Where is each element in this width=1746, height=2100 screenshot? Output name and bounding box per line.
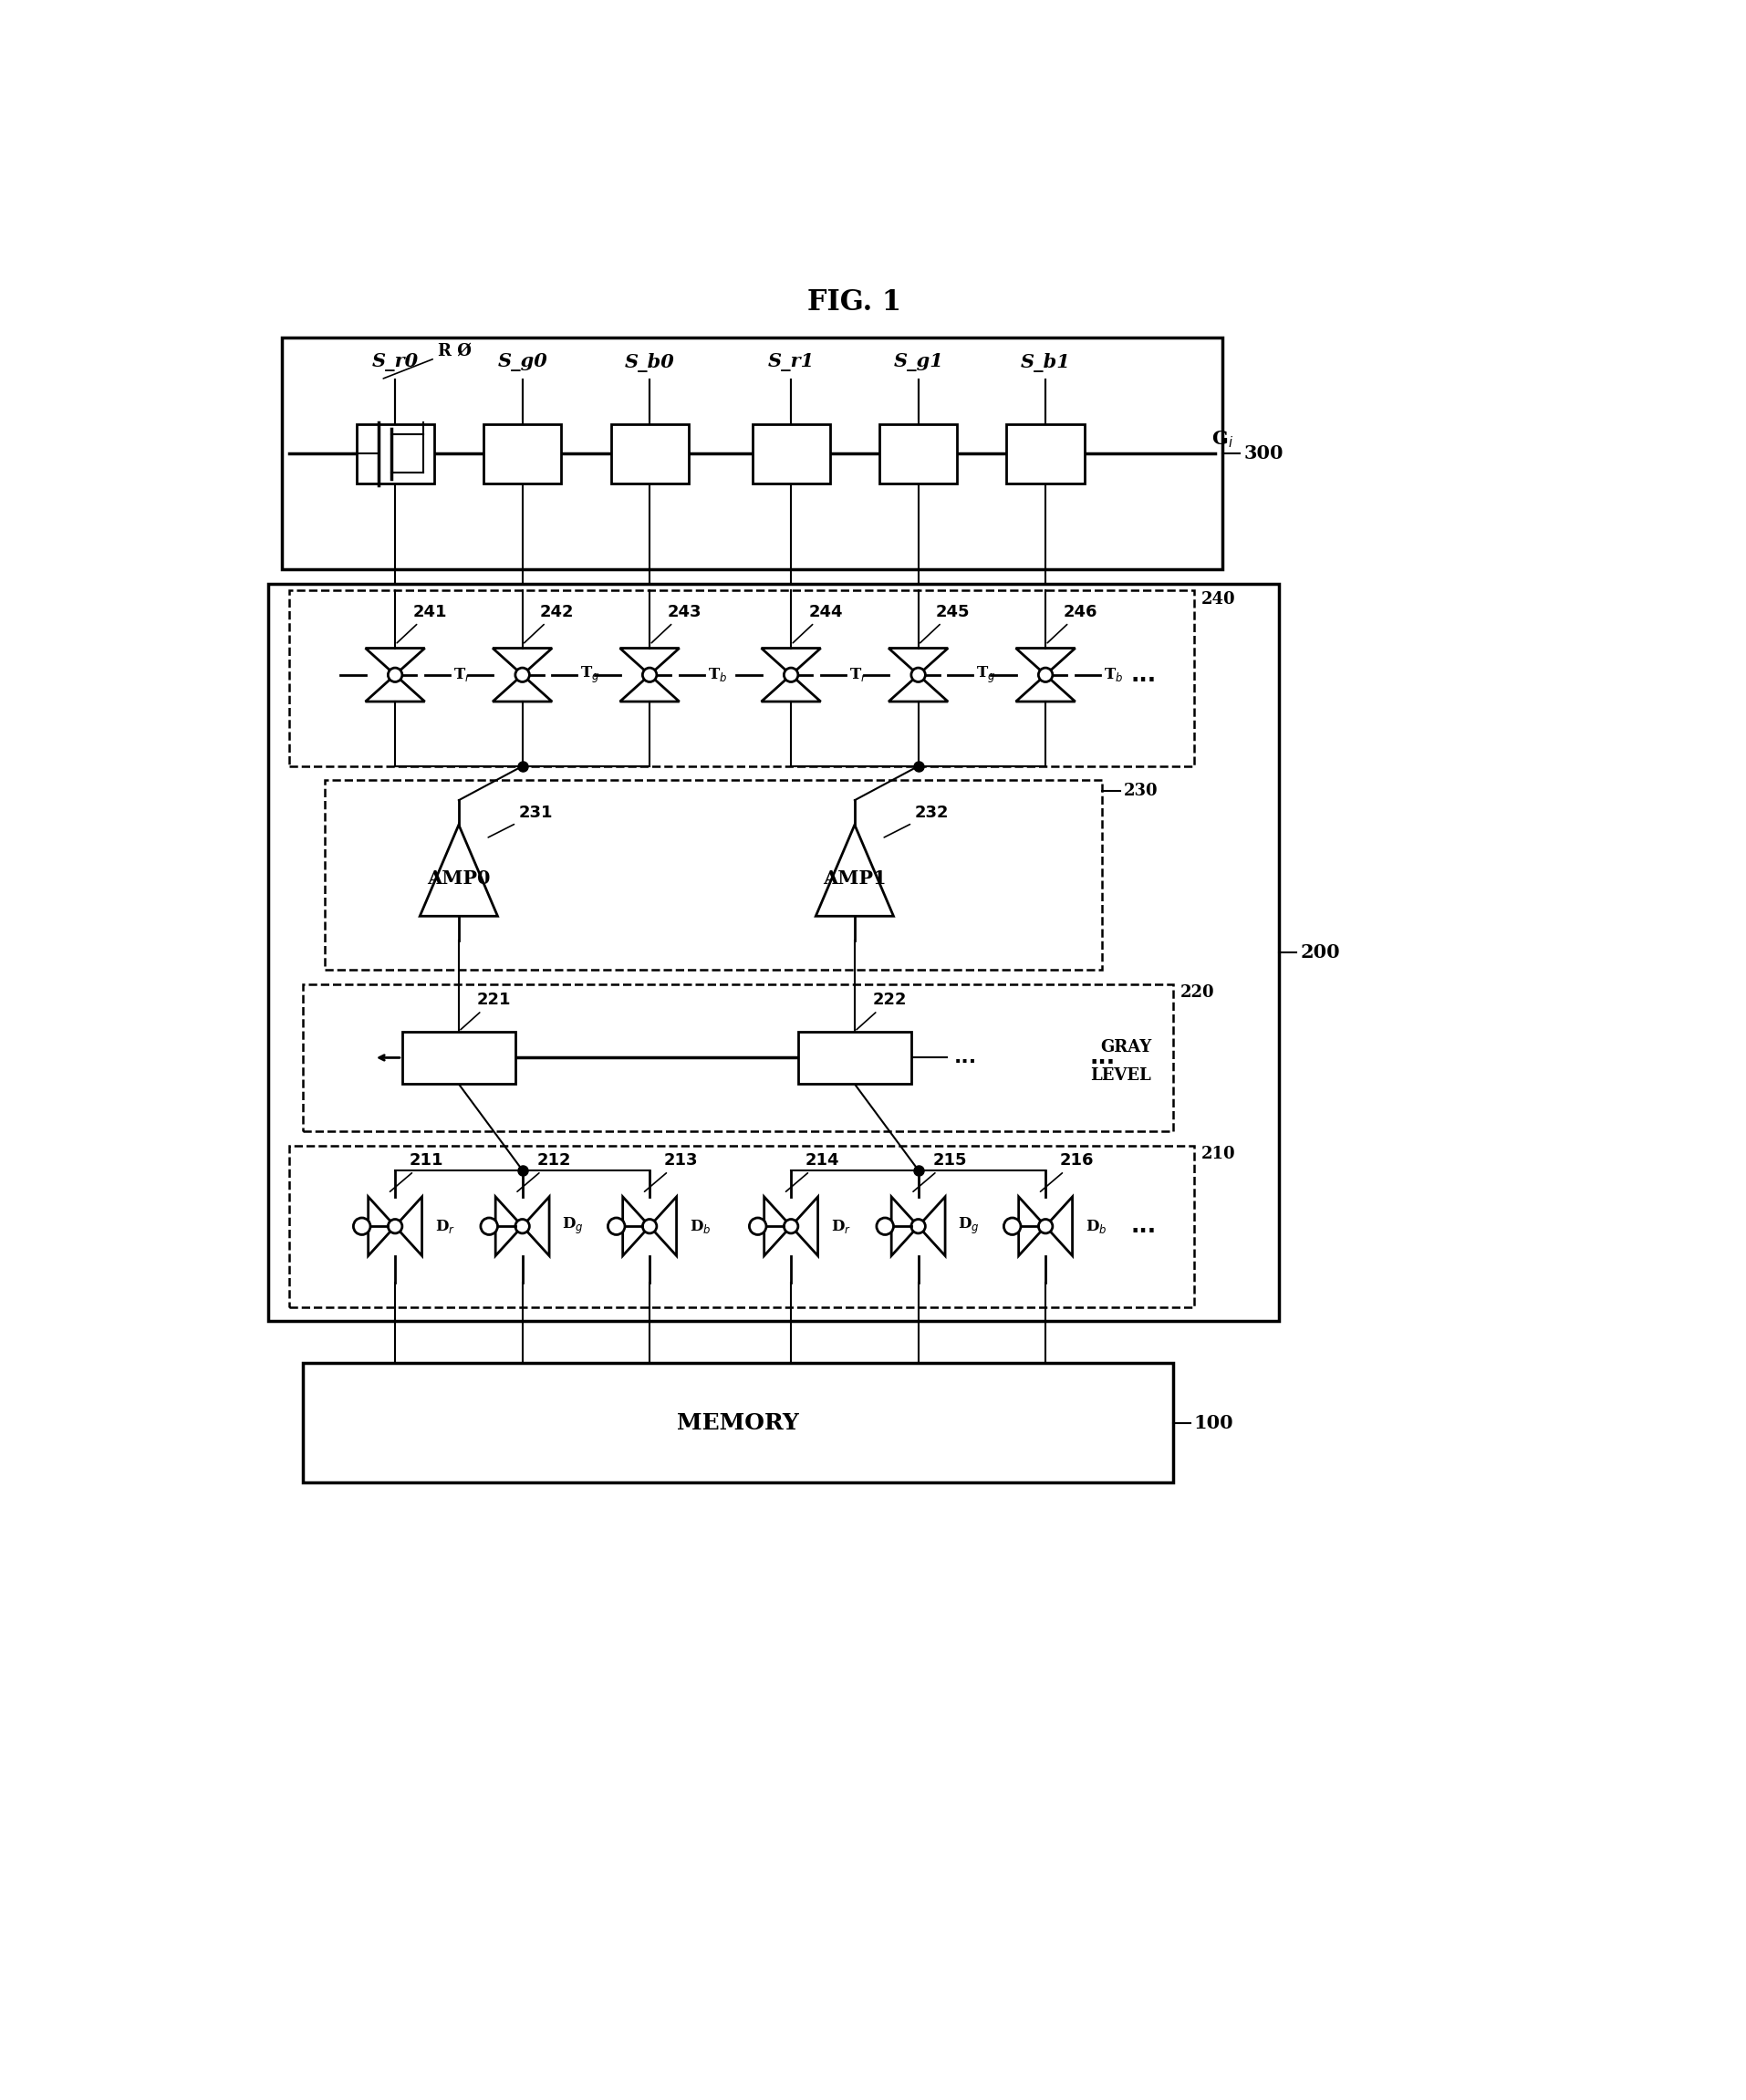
Text: T$_b$: T$_b$ (1103, 666, 1123, 683)
Text: 242: 242 (524, 605, 574, 643)
Text: GRAY: GRAY (1100, 1040, 1151, 1056)
Text: LEVEL: LEVEL (1090, 1067, 1151, 1084)
Bar (1006, 424, 1084, 483)
Text: R1: R1 (775, 445, 805, 462)
Text: 211: 211 (389, 1153, 443, 1191)
Circle shape (608, 1218, 625, 1235)
Text: D$_g$: D$_g$ (957, 1216, 980, 1237)
Text: 241: 241 (396, 605, 447, 643)
Circle shape (876, 1218, 892, 1235)
Text: 200: 200 (1299, 943, 1339, 962)
Text: 214: 214 (786, 1153, 838, 1191)
Bar (402, 1031, 515, 1084)
Text: G$_i$: G$_i$ (1212, 430, 1233, 449)
Text: 213: 213 (644, 1153, 698, 1191)
Circle shape (1037, 1220, 1053, 1233)
Bar (288, 1145, 1193, 1306)
Text: T$_b$: T$_b$ (707, 666, 726, 683)
Text: 220: 220 (1179, 985, 1213, 1000)
Bar (267, 584, 1278, 1321)
Circle shape (515, 1220, 529, 1233)
Circle shape (749, 1218, 766, 1235)
Text: 230: 230 (1123, 783, 1158, 798)
Text: 216: 216 (1041, 1153, 1093, 1191)
Circle shape (388, 1220, 402, 1233)
Text: 221: 221 (461, 991, 510, 1029)
Circle shape (515, 668, 529, 683)
Text: D$_g$: D$_g$ (562, 1216, 583, 1237)
Bar (798, 1031, 911, 1084)
Text: R Ø: R Ø (382, 342, 471, 378)
Text: 244: 244 (793, 605, 843, 643)
Bar (878, 424, 957, 483)
Text: T$_g$: T$_g$ (976, 666, 995, 685)
Bar (288, 590, 1193, 766)
Circle shape (643, 1220, 656, 1233)
Text: S_r1: S_r1 (766, 353, 814, 372)
Text: B0: B0 (634, 445, 663, 462)
Text: D$_b$: D$_b$ (1084, 1218, 1105, 1235)
Text: D$_r$: D$_r$ (435, 1218, 454, 1235)
Text: 231: 231 (487, 804, 553, 838)
Text: FIG. 1: FIG. 1 (807, 288, 901, 317)
Text: 232: 232 (883, 804, 948, 838)
Circle shape (353, 1218, 370, 1235)
Circle shape (480, 1218, 498, 1235)
Text: G0: G0 (508, 445, 536, 462)
Text: DEC1: DEC1 (824, 1048, 883, 1067)
Text: S_r0: S_r0 (372, 353, 419, 372)
Text: 210: 210 (1201, 1147, 1234, 1161)
Circle shape (643, 668, 656, 683)
Circle shape (1004, 1218, 1020, 1235)
Text: AMP0: AMP0 (426, 869, 491, 888)
Bar (356, 424, 433, 483)
Circle shape (911, 668, 925, 683)
Text: 212: 212 (517, 1153, 571, 1191)
Text: B1: B1 (1030, 445, 1060, 462)
Bar (753, 424, 829, 483)
Text: 222: 222 (856, 991, 906, 1029)
Text: S_b1: S_b1 (1020, 353, 1070, 372)
Circle shape (784, 668, 798, 683)
Text: MEMORY: MEMORY (677, 1411, 798, 1434)
Text: S_g0: S_g0 (498, 353, 546, 372)
Text: 240: 240 (1201, 590, 1234, 607)
Text: D$_r$: D$_r$ (829, 1218, 850, 1235)
Text: ...: ... (953, 1048, 976, 1067)
Text: T$_r$: T$_r$ (452, 666, 471, 683)
Text: AMP1: AMP1 (822, 869, 885, 888)
Circle shape (388, 668, 402, 683)
Text: T$_r$: T$_r$ (849, 666, 866, 683)
Text: DEC0: DEC0 (430, 1048, 489, 1067)
Text: 300: 300 (1243, 445, 1283, 462)
Text: 243: 243 (651, 605, 702, 643)
Text: G1: G1 (903, 445, 932, 462)
Circle shape (784, 1220, 798, 1233)
Bar (304, 1363, 1172, 1483)
Bar (281, 338, 1222, 569)
Text: 246: 246 (1048, 605, 1096, 643)
Circle shape (1037, 668, 1053, 683)
Text: S_b0: S_b0 (625, 353, 674, 372)
Text: 245: 245 (920, 605, 969, 643)
Bar (484, 424, 560, 483)
Circle shape (911, 1220, 925, 1233)
Text: S_g1: S_g1 (892, 353, 943, 372)
Text: ...: ... (1130, 1216, 1156, 1237)
Text: ...: ... (1090, 1046, 1114, 1069)
Bar (611, 424, 688, 483)
Text: 100: 100 (1193, 1413, 1233, 1432)
Text: D$_b$: D$_b$ (690, 1218, 711, 1235)
Text: T$_g$: T$_g$ (580, 666, 599, 685)
Bar (304, 985, 1172, 1132)
Text: 215: 215 (913, 1153, 966, 1191)
Text: ...: ... (1130, 664, 1156, 687)
Bar (325, 781, 1102, 970)
